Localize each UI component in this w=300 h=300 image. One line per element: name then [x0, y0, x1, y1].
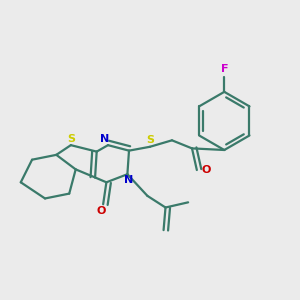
Text: F: F	[220, 64, 228, 74]
Text: O: O	[97, 206, 106, 216]
Text: N: N	[100, 134, 110, 144]
Text: S: S	[147, 135, 154, 145]
Text: S: S	[67, 134, 75, 144]
Text: N: N	[124, 175, 134, 185]
Text: O: O	[202, 165, 211, 175]
